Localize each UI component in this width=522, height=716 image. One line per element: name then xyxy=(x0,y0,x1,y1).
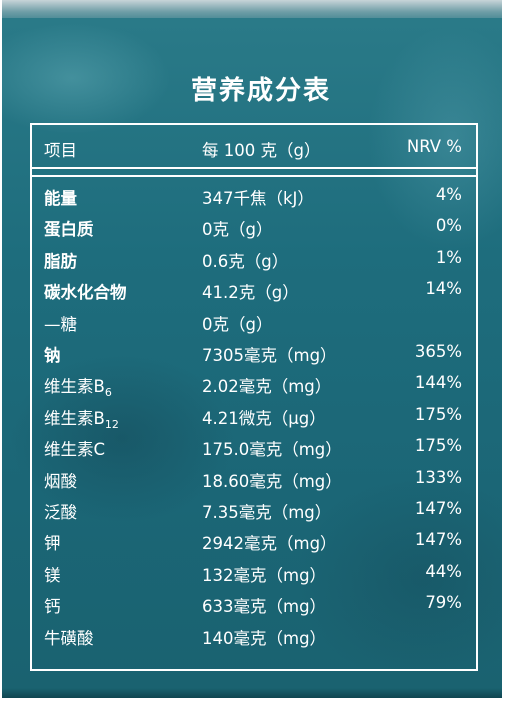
header-divider-top xyxy=(32,167,476,169)
nutrient-name: 维生素B12 xyxy=(44,405,119,431)
package-bottom-edge xyxy=(2,688,502,698)
nutrient-name-text: 泛酸 xyxy=(44,503,77,522)
nutrient-name-text: 钾 xyxy=(44,534,61,554)
nutrient-amount: 633毫克（mg） xyxy=(202,597,327,617)
header-nrv: NRV % xyxy=(406,137,462,156)
nutrient-name: 钠 xyxy=(44,342,61,366)
nutrient-nrv: 4% xyxy=(435,185,462,204)
table-row: 维生素B12 4.21微克（μg） 175% xyxy=(32,405,476,435)
table-row: 维生素B6 2.02毫克（mg） 144% xyxy=(32,373,476,403)
header-per-100g: 每 100 克（g） xyxy=(202,141,321,160)
nutrient-name: 能量 xyxy=(44,185,77,209)
table-row: 能量 347千焦（kJ） 4% xyxy=(32,185,476,215)
nutrient-name: 蛋白质 xyxy=(44,216,94,240)
nutrient-amount: 2.02毫克（mg） xyxy=(202,377,332,397)
table-header-row: 项目 每 100 克（g） NRV % xyxy=(32,137,476,167)
nutrition-table-title: 营养成分表 xyxy=(190,76,331,106)
nutrient-name: 牛磺酸 xyxy=(44,625,94,649)
nutrient-nrv: 147% xyxy=(414,530,462,550)
table-row: 钾 2942毫克（mg） 147% xyxy=(32,530,476,560)
table-row: 钠 7305毫克（mg） 365% xyxy=(32,342,476,372)
table-row: 镁 132毫克（mg） 44% xyxy=(32,562,476,592)
nutrient-name: —糖 xyxy=(44,311,77,335)
nutrient-nrv: 365% xyxy=(414,342,462,361)
nutrient-name: 钙 xyxy=(44,593,61,617)
nutrient-nrv: 175% xyxy=(414,436,462,456)
nutrient-name-text: 碳水化合物 xyxy=(44,283,127,303)
table-row: —糖 0克（g） xyxy=(32,311,476,341)
header-divider-bottom xyxy=(32,175,476,177)
nutrient-amount: 2942毫克（mg） xyxy=(202,534,337,554)
table-row: 脂肪 0.6克（g） 1% xyxy=(32,248,476,278)
nutrient-name-text: —糖 xyxy=(44,314,77,334)
nutrient-name-text: 牛磺酸 xyxy=(44,628,94,648)
header-item: 项目 xyxy=(44,141,77,160)
nutrient-nrv: 175% xyxy=(414,404,462,424)
nutrient-amount: 0克（g） xyxy=(202,314,273,334)
nutrient-amount: 140毫克（mg） xyxy=(202,628,327,648)
nutrient-name-text: 钠 xyxy=(44,346,61,365)
nutrient-name-text: 蛋白质 xyxy=(44,220,94,240)
nutrient-name: 维生素C xyxy=(44,436,105,460)
nutrient-name: 镁 xyxy=(44,562,61,586)
nutrient-amount: 0.6克（g） xyxy=(202,251,289,271)
nutrient-name: 脂肪 xyxy=(44,248,77,272)
nutrient-name-text: 维生素B xyxy=(44,377,105,397)
table-row: 蛋白质 0克（g） 0% xyxy=(32,216,476,246)
nutrient-amount: 4.21微克（μg） xyxy=(202,408,326,428)
nutrient-nrv: 147% xyxy=(414,499,462,518)
nutrient-amount: 7.35毫克（mg） xyxy=(202,503,332,522)
nutrient-name: 维生素B6 xyxy=(44,373,112,400)
nutrient-amount: 7305毫克（mg） xyxy=(202,346,337,365)
table-row: 钙 633毫克（mg） 79% xyxy=(32,593,476,623)
nutrient-subscript: 12 xyxy=(104,417,119,431)
nutrition-table: 项目 每 100 克（g） NRV % 能量 347千焦（kJ） 4% 蛋白质 0克（g… xyxy=(30,123,478,671)
nutrient-amount: 175.0毫克（mg） xyxy=(202,440,342,460)
nutrient-name-text: 脂肪 xyxy=(44,251,77,271)
package-box xyxy=(2,18,502,696)
nutrient-nrv: 1% xyxy=(435,247,462,267)
nutrient-name-text: 钙 xyxy=(44,597,61,617)
table-row: 泛酸 7.35毫克（mg） 147% xyxy=(32,499,476,529)
nutrient-nrv: 133% xyxy=(414,467,462,487)
table-row: 维生素C 175.0毫克（mg） 175% xyxy=(32,436,476,466)
nutrient-name-text: 镁 xyxy=(44,565,61,585)
nutrient-nrv: 144% xyxy=(414,373,462,393)
nutrient-name: 泛酸 xyxy=(44,499,77,523)
nutrient-name-text: 能量 xyxy=(44,189,77,208)
table-row: 碳水化合物 41.2克（g） 14% xyxy=(32,279,476,309)
table-row: 牛磺酸 140毫克（mg） xyxy=(32,625,476,655)
nutrient-amount: 41.2克（g） xyxy=(202,283,299,303)
nutrient-subscript: 6 xyxy=(104,386,112,400)
nutrient-name-text: 烟酸 xyxy=(44,471,77,491)
nutrient-amount: 18.60毫克（mg） xyxy=(202,471,342,491)
nutrient-nrv: 14% xyxy=(425,279,462,299)
nutrient-nrv: 44% xyxy=(425,561,462,581)
nutrient-name: 钾 xyxy=(44,530,61,554)
nutrient-amount: 0克（g） xyxy=(202,220,273,240)
table-row: 烟酸 18.60毫克（mg） 133% xyxy=(32,468,476,498)
nutrient-nrv: 79% xyxy=(425,593,462,613)
nutrient-name: 烟酸 xyxy=(44,468,77,492)
nutrient-name: 碳水化合物 xyxy=(44,279,127,303)
nutrient-name-text: 维生素B xyxy=(44,408,105,428)
nutrient-nrv: 0% xyxy=(435,216,462,236)
nutrient-name-text: 维生素C xyxy=(44,440,106,460)
nutrient-amount: 132毫克（mg） xyxy=(202,565,327,585)
nutrient-amount: 347千焦（kJ） xyxy=(202,189,314,208)
